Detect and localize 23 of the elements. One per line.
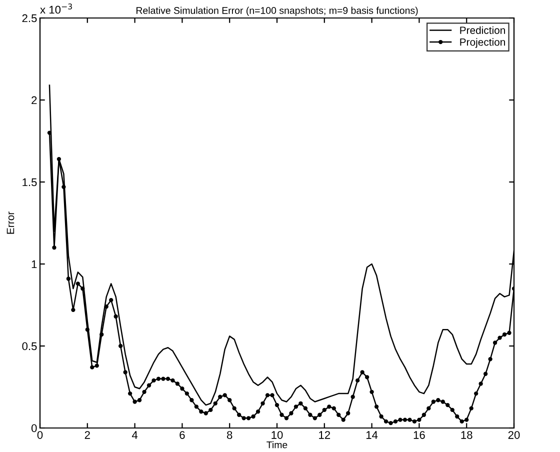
x-tick-label: 14 bbox=[366, 431, 378, 439]
legend-label: Projection bbox=[460, 38, 505, 48]
x-tick-label: 6 bbox=[180, 431, 185, 439]
x-tick-label: 2 bbox=[84, 431, 90, 439]
x-tick-label: 0 bbox=[37, 431, 43, 439]
legend-label: Prediction bbox=[460, 26, 505, 34]
y-tick-label: 0.5 bbox=[22, 342, 37, 350]
y-tick-label: 2 bbox=[32, 96, 37, 104]
x-tick-label: 18 bbox=[461, 431, 472, 439]
x-axis-title: Time bbox=[266, 441, 288, 448]
y-tick-label: 1.5 bbox=[22, 178, 37, 186]
x-tick-label: 16 bbox=[414, 431, 425, 439]
x-tick-label: 8 bbox=[226, 431, 232, 439]
y-axis-title: Error bbox=[6, 212, 14, 234]
x-tick-label: 20 bbox=[508, 431, 520, 439]
x-tick-label: 4 bbox=[132, 431, 138, 439]
text: x 10$^{−3}$ bbox=[40, 4, 72, 14]
y-tick-label: 1 bbox=[32, 260, 37, 268]
y-tick-label: 2.5 bbox=[22, 14, 37, 22]
chart-title: Relative Simulation Error (n=100 snapshots; m=9 basis functions) bbox=[136, 6, 418, 16]
x-tick-label: 12 bbox=[319, 431, 330, 439]
x-tick-label: 10 bbox=[272, 431, 283, 439]
y-tick-label: 0 bbox=[31, 424, 37, 432]
